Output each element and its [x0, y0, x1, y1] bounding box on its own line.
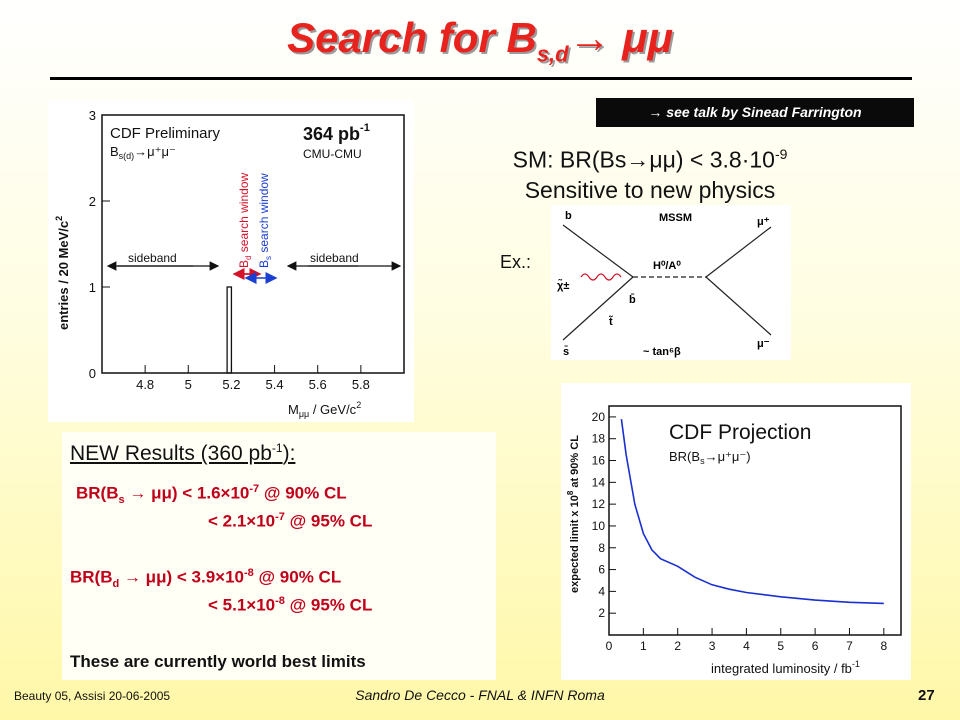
left-plot-xlabel: Mμμ / GeV/c2 — [288, 400, 361, 419]
mssm-tilde-t-label: t̃ — [609, 315, 613, 328]
proj-x-tick-label: 0 — [606, 639, 613, 653]
slide-title: Search for Bs,d→ μμ — [287, 14, 673, 67]
mssm-feynman-diagram: b s̄ MSSM χ̃± b̄ t̃ H⁰/A⁰ μ⁺ μ⁻ ~ tan⁶β — [551, 205, 791, 360]
mssm-sbar-label: s̄ — [563, 346, 569, 358]
mssm-tan-label: ~ tan⁶β — [643, 346, 681, 358]
mssm-title: MSSM — [659, 212, 692, 224]
left-plot-title: CDF Preliminary — [110, 125, 221, 142]
left-plot-cmu: CMU-CMU — [303, 147, 362, 161]
sm-prediction: SM: BR(Bs→μμ) < 3.8·10-9 — [512, 146, 788, 173]
projection-curve — [620, 418, 884, 605]
left-x-tick-label: 5.4 — [266, 377, 284, 392]
sensitive-text: Sensitive to new physics — [524, 177, 776, 203]
sideband-right-label: sideband — [310, 251, 359, 265]
left-plot-lumi: 364 pb-1 — [303, 122, 370, 144]
left-y-tick-label: 1 — [89, 280, 96, 295]
left-y-tick-label: 0 — [89, 366, 96, 381]
proj-y-tick-label: 8 — [598, 541, 605, 555]
proj-y-tick-label: 20 — [592, 410, 606, 424]
mssm-b-label: b — [565, 210, 572, 222]
left-x-tick-label: 4.8 — [136, 377, 154, 392]
left-y-tick-label: 3 — [89, 108, 96, 123]
left-plot-frame — [101, 114, 405, 374]
sideband-left-label: sideband — [128, 251, 177, 265]
bd-limit-95: < 5.1×10-8 @ 95% CL — [208, 595, 373, 615]
proj-y-tick-label: 16 — [592, 454, 606, 468]
proj-y-tick-label: 2 — [598, 606, 605, 620]
left-y-tick-label: 2 — [89, 194, 96, 209]
left-x-tick-label: 5.8 — [352, 377, 370, 392]
cdf-preliminary-plot: 4.8 5 5.2 5.4 5.6 5.8 0 1 2 3 CDF Preliminary Bs(… — [48, 100, 414, 422]
left-x-tick-label: 5.6 — [309, 377, 327, 392]
left-plot-ylabel: entries / 20 MeV/c2 — [54, 216, 71, 330]
proj-y-tick-label: 6 — [598, 563, 605, 577]
results-heading: NEW Results (360 pb-1): — [70, 441, 296, 465]
results-box: NEW Results (360 pb-1): BR(Bs → μμ) < 1.… — [62, 432, 496, 680]
bs-limit-95: < 2.1×10-7 @ 95% CL — [208, 511, 373, 531]
proj-x-tick-label: 1 — [640, 639, 647, 653]
bs-window-label: Bs search window — [257, 173, 273, 268]
bd-window-label: Bd search window — [237, 172, 253, 268]
proj-y-tick-label: 18 — [592, 432, 606, 446]
projection-title: CDF Projection — [669, 421, 811, 444]
proj-x-tick-label: 8 — [880, 639, 887, 653]
title-divider — [50, 77, 912, 80]
proj-y-tick-label: 12 — [592, 497, 606, 511]
projection-xlabel: integrated luminosity / fb-1 — [711, 659, 860, 676]
footer-author: Sandro De Cecco - FNAL & INFN Roma — [355, 687, 605, 703]
proj-x-tick-label: 5 — [777, 639, 784, 653]
mssm-mu-plus-label: μ⁺ — [757, 216, 770, 228]
mssm-bbar-label: b̄ — [629, 294, 636, 306]
proj-y-tick-label: 4 — [598, 584, 605, 598]
proj-x-tick-label: 6 — [812, 639, 819, 653]
proj-x-tick-label: 2 — [674, 639, 681, 653]
left-x-tick-label: 5 — [185, 377, 192, 392]
proj-x-tick-label: 4 — [743, 639, 750, 653]
mssm-chi-label: χ̃± — [557, 279, 569, 292]
bd-limit-90: BR(Bd → μμ) < 3.9×10-8 @ 90% CL — [70, 567, 342, 591]
proj-x-tick-label: 7 — [846, 639, 853, 653]
projection-ylabel: expected limit x 108 at 90% CL — [566, 435, 581, 593]
projection-plot-frame — [608, 405, 902, 636]
cdf-projection-plot: 0 1 2 3 4 5 6 7 8 2 4 6 8 10 12 14 16 18 20 CDF Projection… — [561, 383, 911, 680]
page-number: 27 — [918, 687, 935, 704]
proj-y-tick-label: 14 — [592, 475, 606, 489]
left-plot-channel: Bs(d)→μ⁺μ⁻ — [110, 144, 176, 161]
world-best-note: These are currently world best limits — [70, 652, 366, 671]
projection-br: BR(Bs→μ⁺μ⁻) — [669, 449, 751, 466]
proj-y-tick-label: 10 — [592, 519, 606, 533]
footer-conference: Beauty 05, Assisi 20-06-2005 — [14, 689, 171, 703]
left-x-tick-label: 5.2 — [222, 377, 240, 392]
bs-limit-90: BR(Bs → μμ) < 1.6×10-7 @ 90% CL — [76, 483, 347, 507]
reference-link[interactable]: → see talk by Sinead Farrington — [596, 98, 914, 127]
example-label: Ex.: — [500, 252, 532, 272]
mssm-mu-minus-label: μ⁻ — [757, 338, 770, 350]
histogram-bin — [226, 286, 233, 374]
mssm-higgs-label: H⁰/A⁰ — [653, 260, 681, 272]
proj-x-tick-label: 3 — [709, 639, 716, 653]
